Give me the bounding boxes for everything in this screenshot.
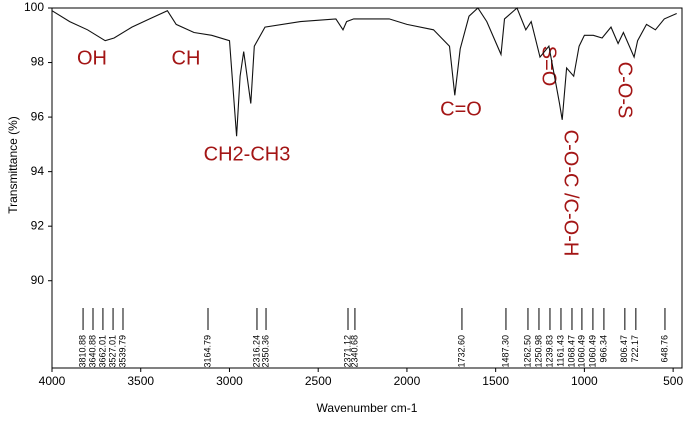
x-tick-label: 3500 <box>127 374 154 388</box>
peak-label: 2371.12 <box>342 335 352 368</box>
peak-label: 2340.68 <box>349 335 359 368</box>
peak-label: 2316.24 <box>251 335 261 368</box>
peak-label: 3662.01 <box>97 335 107 368</box>
plot-frame <box>51 7 683 369</box>
y-tick-label: 92 <box>31 218 45 232</box>
peak-label: 3810.88 <box>77 335 87 368</box>
y-tick-label: 90 <box>31 273 45 287</box>
peak-label: 1487.30 <box>500 335 510 368</box>
peak-label: 966.34 <box>598 335 608 363</box>
peak-label: 806.47 <box>619 335 629 363</box>
peak-label: 3164.79 <box>202 335 212 368</box>
peak-label: 648.76 <box>659 335 669 363</box>
y-tick-label: 100 <box>24 0 44 14</box>
annotation: C-O-S <box>614 62 636 119</box>
annotation: C-O-C /C-O-H <box>560 130 582 257</box>
peak-label: 722.17 <box>630 335 640 363</box>
x-tick-label: 500 <box>663 374 683 388</box>
peak-label: 1250.98 <box>533 335 543 368</box>
peak-label: 3527.01 <box>107 335 117 368</box>
peak-label: 1068.47 <box>566 335 576 368</box>
annotation: OH <box>77 47 107 69</box>
spectrum-line <box>51 7 677 137</box>
x-axis-label: Wavenumber cm-1 <box>317 401 418 415</box>
peak-label: 3640.88 <box>87 335 97 368</box>
annotation: S=O <box>538 46 560 87</box>
peak-label: 3539.79 <box>117 335 127 368</box>
x-tick-label: 3000 <box>216 374 243 388</box>
annotation: C=O <box>440 98 482 120</box>
x-tick-label: 1000 <box>571 374 598 388</box>
peak-label: 1732.60 <box>456 335 466 368</box>
peak-label: 1161.43 <box>555 335 565 367</box>
annotation: CH <box>172 47 201 69</box>
x-tick-label: 2000 <box>394 374 421 388</box>
x-tick-label: 2500 <box>305 374 332 388</box>
y-tick-label: 96 <box>31 109 45 123</box>
peak-label: 1262.50 <box>522 335 532 368</box>
y-tick-label: 94 <box>31 164 45 178</box>
peak-label: 2350.36 <box>260 335 270 368</box>
x-tick-label: 1500 <box>482 374 509 388</box>
annotation: CH2-CH3 <box>204 143 291 165</box>
peak-label: 1060.49 <box>576 335 586 368</box>
y-tick-label: 98 <box>31 55 45 69</box>
y-axis-label: Transmittance (%) <box>6 116 20 214</box>
peak-label: 1239.83 <box>544 335 554 368</box>
x-tick-label: 4000 <box>39 374 66 388</box>
peak-label: 1060.49 <box>587 335 597 368</box>
